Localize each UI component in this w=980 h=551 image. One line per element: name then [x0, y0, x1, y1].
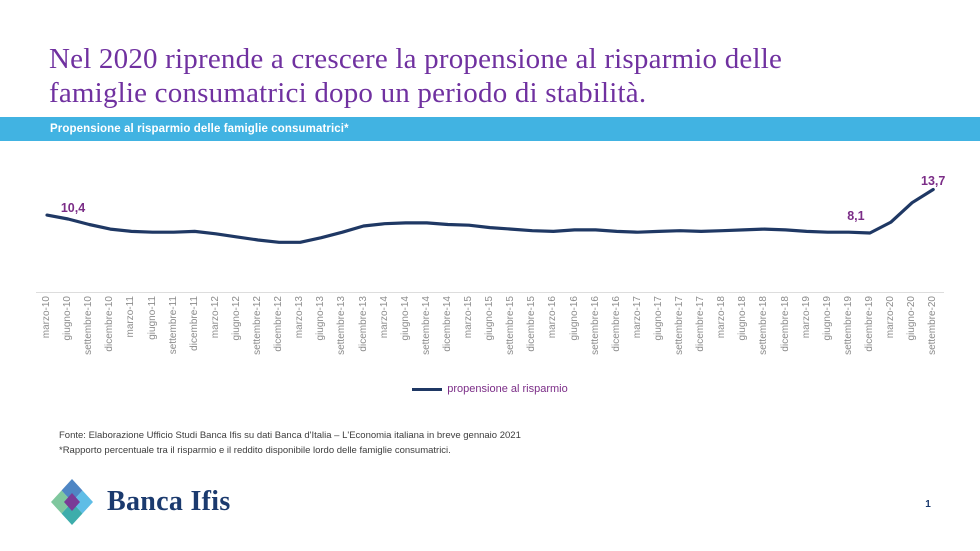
x-axis-label: giugno-15: [484, 296, 496, 341]
footnote: Fonte: Elaborazione Ufficio Studi Banca …: [59, 429, 521, 458]
x-axis-label: giugno-19: [821, 296, 833, 341]
x-axis-label: settembre-20: [927, 296, 939, 355]
legend: propensione al risparmio: [0, 381, 980, 397]
x-axis-label: dicembre-10: [104, 296, 116, 352]
data-label: 10,4: [60, 201, 86, 216]
x-axis-label: dicembre-18: [779, 296, 791, 352]
x-axis-label: dicembre-13: [357, 296, 369, 352]
x-axis-label: settembre-13: [336, 296, 348, 355]
x-axis-label: dicembre-11: [188, 296, 200, 351]
chart-banner: Propensione al risparmio delle famiglie …: [0, 117, 980, 141]
x-axis-label: settembre-12: [252, 296, 263, 355]
note-line: *Rapporto percentuale tra il risparmio e…: [59, 444, 451, 456]
legend-line-swatch-icon: [412, 387, 443, 391]
logo-wordmark: Banca Ifis: [107, 486, 231, 517]
x-axis-label: settembre-14: [420, 296, 432, 355]
x-axis-label: settembre-19: [842, 296, 854, 355]
x-axis-label: giugno-20: [906, 296, 918, 341]
logo-flower-icon: [51, 479, 93, 525]
x-axis-label: marzo-12: [209, 296, 221, 339]
x-axis-label: dicembre-19: [863, 296, 875, 352]
x-axis-label: marzo-17: [631, 296, 643, 339]
x-axis-label: dicembre-17: [695, 296, 707, 352]
chart-line: [45, 187, 935, 244]
x-axis-label: giugno-14: [399, 296, 411, 341]
legend-label: propensione al risparmio: [447, 383, 568, 395]
x-axis-label: marzo-14: [378, 296, 390, 339]
x-axis-label: giugno-18: [737, 296, 749, 341]
x-axis-label: giugno-10: [62, 296, 74, 341]
page-number: 1: [925, 499, 931, 510]
chart-banner-label: Propensione al risparmio delle famiglie …: [50, 123, 349, 135]
page-title-line1: Nel 2020 riprende a crescere la propensi…: [49, 43, 783, 75]
source-line: Fonte: Elaborazione Ufficio Studi Banca …: [59, 430, 521, 441]
x-axis-label: marzo-16: [547, 296, 559, 339]
x-axis-label: marzo-13: [294, 296, 306, 339]
page-title-line2: famiglie consumatrici dopo un periodo di…: [49, 77, 647, 109]
x-axis-label: settembre-16: [589, 296, 601, 355]
x-axis-label: giugno-17: [652, 296, 664, 341]
x-axis-label: marzo-18: [716, 296, 728, 339]
x-axis-label: marzo-11: [125, 296, 137, 338]
x-axis-line: [36, 292, 944, 293]
x-axis-label: settembre-10: [83, 296, 95, 355]
x-axis-label: giugno-12: [230, 296, 242, 341]
x-axis-label: giugno-13: [315, 296, 327, 341]
x-axis-label: marzo-10: [41, 296, 52, 339]
x-axis-label: dicembre-14: [441, 296, 453, 352]
x-axis-label: marzo-19: [800, 296, 812, 339]
x-axis-label: dicembre-15: [526, 296, 538, 352]
x-axis-label: settembre-18: [758, 296, 770, 355]
x-axis-label: marzo-15: [463, 296, 474, 339]
page-title: Nel 2020 riprende a crescere la propensi…: [49, 42, 949, 110]
x-axis-label: settembre-17: [674, 296, 685, 355]
x-axis-label: giugno-11: [146, 296, 158, 340]
x-axis-label: marzo-20: [885, 296, 896, 339]
x-axis-label: dicembre-16: [610, 296, 622, 352]
x-axis-label: dicembre-12: [273, 296, 285, 352]
x-axis-label: giugno-16: [568, 296, 580, 341]
banca-ifis-logo: Banca Ifis: [50, 478, 231, 526]
x-axis-label: settembre-15: [505, 296, 517, 355]
data-label: 13,7: [921, 174, 946, 189]
x-axis-label: settembre-11: [167, 296, 179, 355]
data-label: 8,1: [847, 209, 865, 223]
